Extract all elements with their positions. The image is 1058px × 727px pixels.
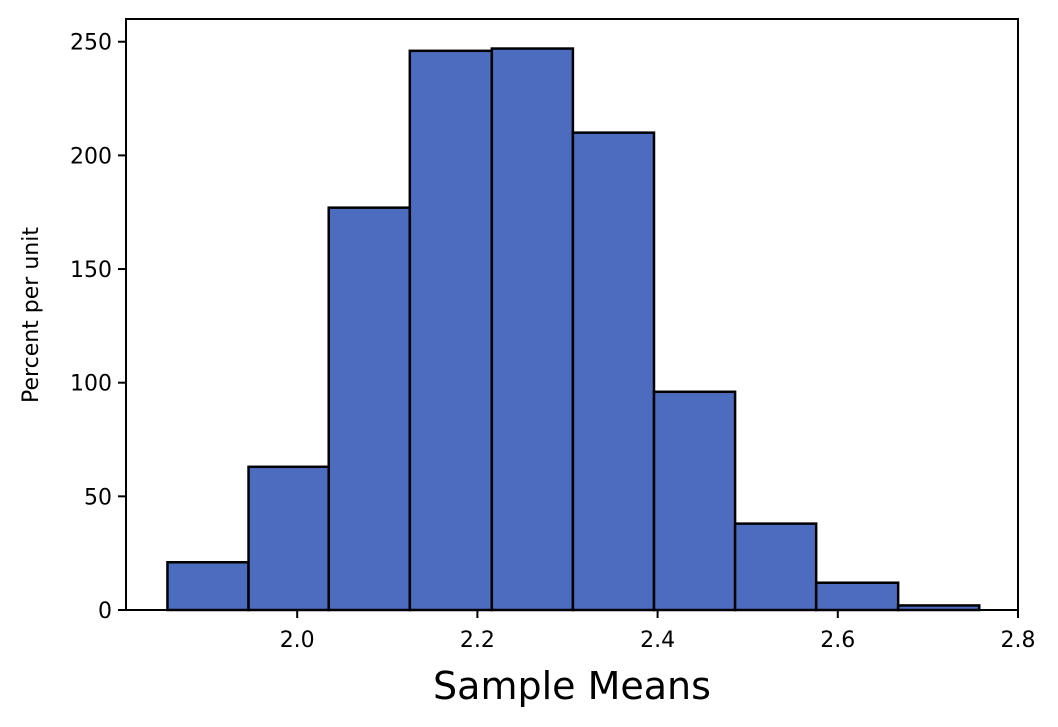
y-axis-label: Percent per unit (19, 227, 44, 403)
bars-group (166, 47, 981, 612)
y-tick-label: 0 (98, 599, 112, 624)
x-tick-label: 2.0 (280, 628, 315, 653)
histogram-bar (814, 581, 900, 612)
x-tick-label: 2.8 (1001, 628, 1036, 653)
y-tick-label: 100 (70, 372, 112, 397)
histogram-bar (652, 390, 737, 612)
histogram-bar (408, 49, 494, 612)
y-tick-label: 50 (84, 485, 112, 510)
histogram-bar (327, 206, 412, 612)
y-tick-label: 150 (70, 258, 112, 283)
y-tick-label: 200 (70, 144, 112, 169)
plot-frame (125, 18, 1019, 611)
histogram-bar (166, 561, 250, 612)
y-tick-label: 250 (70, 31, 112, 56)
x-axis-label: Sample Means (433, 664, 711, 708)
histogram-bar (733, 522, 818, 612)
x-tick-label: 2.6 (820, 628, 855, 653)
x-tick-label: 2.4 (640, 628, 675, 653)
histogram-bar (571, 131, 656, 612)
x-tick-label: 2.2 (460, 628, 495, 653)
x-axis: 2.0 2.2 2.4 2.6 2.8 (280, 610, 1036, 653)
histogram-bar (247, 465, 330, 612)
y-axis: 0 50 100 150 200 250 (70, 31, 126, 624)
histogram-bar (490, 47, 575, 612)
